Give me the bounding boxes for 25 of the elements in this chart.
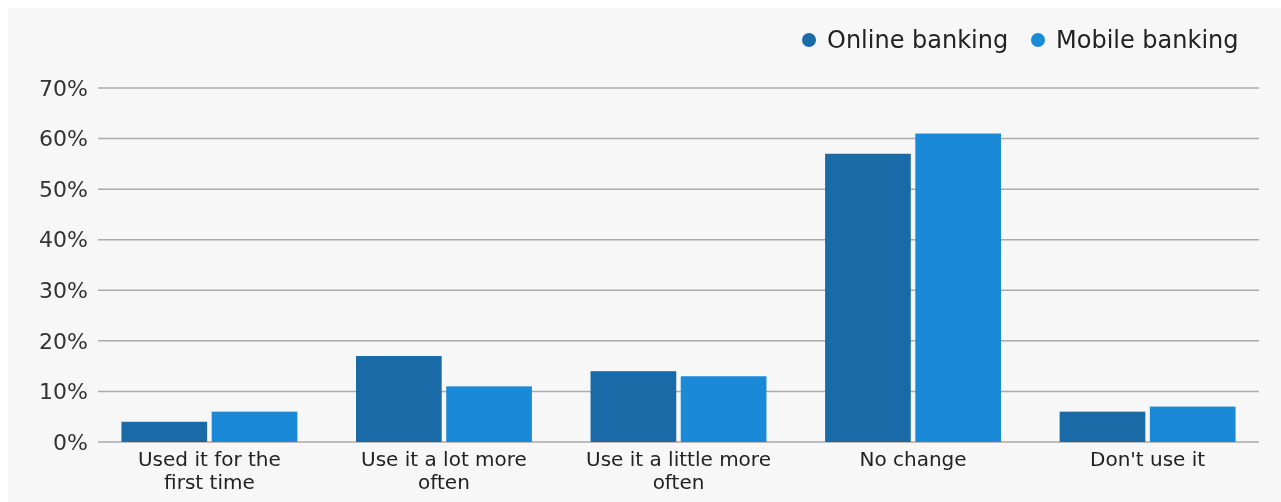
bar xyxy=(915,133,1001,442)
bar xyxy=(1149,406,1236,442)
y-tick-label: 50% xyxy=(39,176,88,202)
y-tick-label: 30% xyxy=(39,277,88,303)
x-tick-label: Use it a lot more often xyxy=(361,447,527,494)
bar xyxy=(356,356,442,442)
y-tick-label: 70% xyxy=(39,75,88,101)
x-tick-label: Use it a little more often xyxy=(586,447,771,494)
bar xyxy=(590,371,677,442)
bar xyxy=(121,421,208,442)
bar xyxy=(1059,411,1146,442)
y-tick-label: 0% xyxy=(53,429,88,455)
legend-label: Online banking xyxy=(827,26,1009,55)
bar xyxy=(446,386,532,442)
y-tick-label: 20% xyxy=(39,328,88,354)
y-tick-label: 40% xyxy=(39,227,88,253)
y-tick-label: 60% xyxy=(39,126,88,152)
x-tick-label: Don't use it xyxy=(1090,447,1206,471)
bar xyxy=(825,153,911,442)
x-tick-label: Used it for the first time xyxy=(137,447,281,494)
x-tick-label: No change xyxy=(859,447,967,471)
y-tick-label: 10% xyxy=(39,379,88,405)
bar xyxy=(211,411,298,442)
legend-label: Mobile banking xyxy=(1056,26,1239,55)
bar xyxy=(680,376,767,442)
